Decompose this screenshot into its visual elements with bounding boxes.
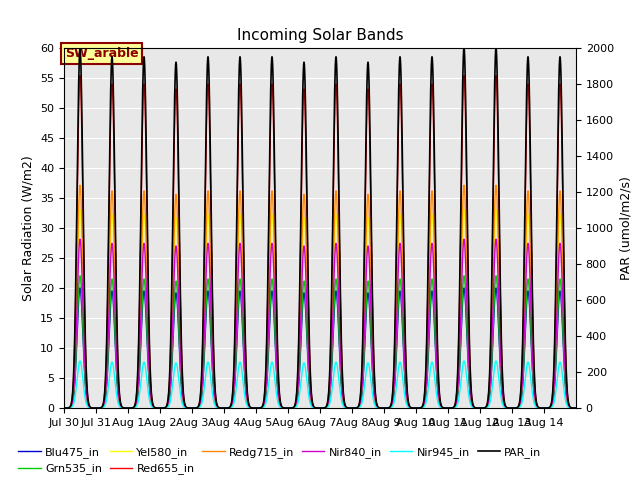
Grn535_in bbox=[566, 405, 573, 410]
Blu475_in bbox=[60, 405, 68, 411]
Redg715_in bbox=[307, 389, 314, 395]
Grn535_in bbox=[441, 405, 449, 411]
Yel580_in bbox=[516, 402, 524, 408]
Nir840_in bbox=[156, 405, 164, 411]
Grn535_in bbox=[572, 405, 579, 411]
Nir945_in bbox=[441, 405, 449, 411]
Nir840_in bbox=[76, 236, 84, 242]
Line: Redg715_in: Redg715_in bbox=[64, 185, 575, 408]
PAR_in bbox=[156, 405, 164, 411]
Nir945_in bbox=[141, 360, 148, 365]
Nir840_in bbox=[307, 393, 314, 398]
Redg715_in bbox=[141, 190, 148, 195]
Yel580_in bbox=[441, 405, 449, 411]
Blu475_in bbox=[572, 405, 579, 411]
Nir840_in bbox=[572, 405, 579, 411]
Red655_in bbox=[156, 405, 164, 411]
Nir945_in bbox=[516, 404, 524, 410]
Grn535_in bbox=[307, 396, 314, 401]
PAR_in bbox=[141, 56, 148, 62]
Y-axis label: PAR (umol/m2/s): PAR (umol/m2/s) bbox=[620, 176, 632, 280]
Grn535_in bbox=[156, 405, 164, 411]
Nir945_in bbox=[60, 405, 68, 411]
Nir945_in bbox=[572, 405, 579, 411]
PAR_in bbox=[60, 405, 68, 411]
Nir945_in bbox=[307, 402, 314, 408]
Red655_in bbox=[76, 73, 84, 79]
Blu475_in bbox=[441, 405, 449, 411]
Blu475_in bbox=[297, 337, 305, 343]
Red655_in bbox=[566, 404, 573, 409]
Blu475_in bbox=[307, 396, 314, 402]
Yel580_in bbox=[297, 292, 305, 298]
Nir840_in bbox=[441, 405, 449, 411]
Line: Yel580_in: Yel580_in bbox=[64, 210, 575, 408]
Yel580_in bbox=[76, 207, 84, 213]
Legend: Blu475_in, Grn535_in, Yel580_in, Red655_in, Redg715_in, Nir840_in, Nir945_in, PA: Blu475_in, Grn535_in, Yel580_in, Red655_… bbox=[19, 447, 541, 474]
Text: SW_arable: SW_arable bbox=[65, 47, 138, 60]
Nir840_in bbox=[297, 309, 305, 315]
Nir945_in bbox=[156, 405, 164, 411]
Red655_in bbox=[572, 405, 579, 411]
Grn535_in bbox=[297, 330, 305, 336]
PAR_in bbox=[307, 379, 314, 385]
Nir840_in bbox=[60, 405, 68, 411]
PAR_in bbox=[441, 405, 449, 411]
Red655_in bbox=[297, 216, 305, 222]
Line: Grn535_in: Grn535_in bbox=[64, 276, 575, 408]
Redg715_in bbox=[441, 405, 449, 411]
Blu475_in bbox=[76, 285, 84, 291]
Red655_in bbox=[516, 399, 524, 405]
Grn535_in bbox=[516, 403, 524, 408]
Yel580_in bbox=[141, 213, 148, 219]
Blu475_in bbox=[156, 405, 164, 411]
Nir840_in bbox=[566, 404, 573, 410]
Line: Blu475_in: Blu475_in bbox=[64, 288, 575, 408]
PAR_in bbox=[297, 200, 305, 206]
Grn535_in bbox=[60, 405, 68, 411]
Yel580_in bbox=[566, 404, 573, 410]
Line: Red655_in: Red655_in bbox=[64, 76, 575, 408]
Line: PAR_in: PAR_in bbox=[64, 48, 575, 408]
Red655_in bbox=[60, 405, 68, 411]
Blu475_in bbox=[516, 403, 524, 409]
Red655_in bbox=[141, 83, 148, 89]
Redg715_in bbox=[76, 182, 84, 188]
Redg715_in bbox=[516, 401, 524, 407]
Redg715_in bbox=[60, 405, 68, 411]
Yel580_in bbox=[156, 405, 164, 411]
Redg715_in bbox=[297, 278, 305, 284]
Blu475_in bbox=[566, 405, 573, 410]
Redg715_in bbox=[156, 405, 164, 411]
Y-axis label: Solar Radiation (W/m2): Solar Radiation (W/m2) bbox=[22, 155, 35, 301]
Blu475_in bbox=[141, 289, 148, 295]
PAR_in bbox=[76, 45, 84, 51]
Nir945_in bbox=[76, 358, 84, 364]
Nir840_in bbox=[141, 241, 148, 247]
Grn535_in bbox=[76, 273, 84, 278]
Line: Nir840_in: Nir840_in bbox=[64, 239, 575, 408]
Redg715_in bbox=[566, 404, 573, 410]
Red655_in bbox=[307, 381, 314, 387]
Yel580_in bbox=[572, 405, 579, 411]
PAR_in bbox=[516, 399, 524, 405]
PAR_in bbox=[572, 405, 579, 411]
Nir945_in bbox=[297, 378, 305, 384]
Nir840_in bbox=[516, 402, 524, 408]
Redg715_in bbox=[572, 405, 579, 411]
Line: Nir945_in: Nir945_in bbox=[64, 361, 575, 408]
Grn535_in bbox=[141, 277, 148, 283]
PAR_in bbox=[566, 404, 573, 409]
Nir945_in bbox=[566, 405, 573, 411]
Red655_in bbox=[441, 405, 449, 411]
Yel580_in bbox=[60, 405, 68, 411]
Yel580_in bbox=[307, 391, 314, 396]
Title: Incoming Solar Bands: Incoming Solar Bands bbox=[237, 28, 403, 43]
